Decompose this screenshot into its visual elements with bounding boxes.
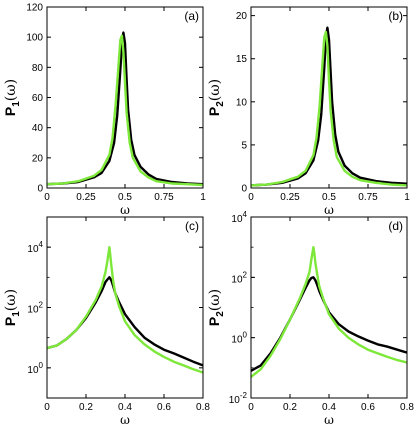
y-tick-label: 100: [27, 361, 43, 376]
y-tick-label: 80: [32, 63, 44, 74]
y-tick-exponent: -2: [240, 391, 248, 400]
y-label-subscript: 1: [11, 311, 22, 317]
panel-label: (b): [388, 9, 403, 23]
y-label-subscript: 2: [215, 101, 226, 107]
x-tick-label: 0.25: [280, 192, 300, 203]
y-axis-label: P2(ω): [206, 289, 226, 326]
y-tick-label: 100: [231, 331, 247, 346]
y-tick-exponent: 4: [39, 240, 44, 249]
panel-label: (d): [388, 219, 403, 233]
series-green-line: [251, 246, 407, 378]
panel-label: (c): [185, 219, 199, 233]
y-axis-label: P2(ω): [206, 79, 226, 116]
y-label-main: P: [2, 317, 18, 326]
x-tick-label: 0: [248, 192, 254, 203]
y-label-main: P: [206, 317, 222, 326]
x-tick-label: 0.2: [79, 402, 93, 413]
y-tick-base: 10: [27, 244, 39, 255]
series-black-line: [251, 276, 407, 372]
x-tick-label: 0.5: [322, 192, 336, 203]
y-tick-label: 60: [32, 93, 44, 104]
y-label-argument: (ω): [207, 79, 223, 101]
y-label-main: P: [2, 107, 18, 116]
y-tick-label: 40: [32, 123, 44, 134]
x-tick-label: 0.4: [118, 402, 132, 413]
x-tick-label: 0.6: [157, 402, 171, 413]
y-tick-base: 10: [231, 335, 243, 346]
x-tick-label: 0.5: [118, 192, 132, 203]
y-label-argument: (ω): [3, 79, 19, 101]
x-tick-label: 0: [44, 402, 50, 413]
y-tick-label: 20: [32, 153, 44, 164]
x-tick-label: 0.75: [358, 192, 378, 203]
panel-label: (a): [184, 9, 199, 23]
y-tick-label: 15: [236, 54, 248, 65]
y-tick-base: 10: [27, 365, 39, 376]
x-tick-label: 0.75: [154, 192, 174, 203]
y-tick-label: 10: [236, 97, 248, 108]
y-tick-label: 5: [241, 140, 247, 151]
y-tick-exponent: 4: [243, 210, 248, 219]
x-tick-label: 1: [404, 192, 410, 203]
x-tick-label: 0: [44, 192, 50, 203]
y-tick-label: 102: [27, 301, 43, 316]
y-tick-base: 10: [229, 395, 241, 406]
series-black-line: [47, 31, 203, 186]
y-tick-base: 10: [231, 214, 243, 225]
y-tick-label: 102: [231, 270, 247, 285]
y-label-main: P: [206, 107, 222, 116]
y-tick-exponent: 2: [39, 301, 44, 310]
y-tick-label: 104: [27, 240, 43, 255]
axes-frame: [250, 216, 408, 399]
y-label-subscript: 1: [11, 101, 22, 107]
y-tick-label: 0: [241, 184, 247, 195]
x-axis-label: ω: [324, 203, 334, 217]
x-axis-label: ω: [120, 413, 130, 427]
x-tick-label: 0.8: [196, 402, 210, 413]
x-tick-label: 0.6: [361, 402, 375, 413]
x-tick-label: 0.2: [283, 402, 297, 413]
series-green-line: [251, 30, 407, 187]
y-tick-label: 100: [26, 33, 43, 44]
y-tick-label: 120: [26, 3, 43, 14]
x-axis-label: ω: [324, 413, 334, 427]
y-label-subscript: 2: [215, 311, 226, 317]
y-tick-exponent: 0: [243, 331, 248, 340]
x-tick-label: 0.8: [400, 402, 414, 413]
x-axis-label: ω: [120, 203, 130, 217]
x-tick-label: 1: [200, 192, 206, 203]
y-tick-label: 10-2: [229, 391, 248, 406]
y-label-argument: (ω): [3, 289, 19, 311]
series-green-line: [47, 34, 203, 187]
axes-frame: [46, 216, 204, 399]
series-green-line: [47, 246, 203, 374]
y-tick-base: 10: [231, 274, 243, 285]
y-label-argument: (ω): [207, 289, 223, 311]
y-tick-label: 104: [231, 210, 247, 225]
y-tick-exponent: 2: [243, 270, 248, 279]
y-axis-label: P1(ω): [2, 289, 22, 326]
y-tick-exponent: 0: [39, 361, 44, 370]
y-tick-base: 10: [27, 305, 39, 316]
y-tick-label: 20: [236, 11, 248, 22]
x-tick-label: 0.25: [76, 192, 96, 203]
x-tick-label: 0: [248, 402, 254, 413]
y-tick-label: 0: [37, 184, 43, 195]
x-tick-label: 0.4: [322, 402, 336, 413]
y-axis-label: P1(ω): [2, 79, 22, 116]
series-black-line: [251, 26, 407, 187]
